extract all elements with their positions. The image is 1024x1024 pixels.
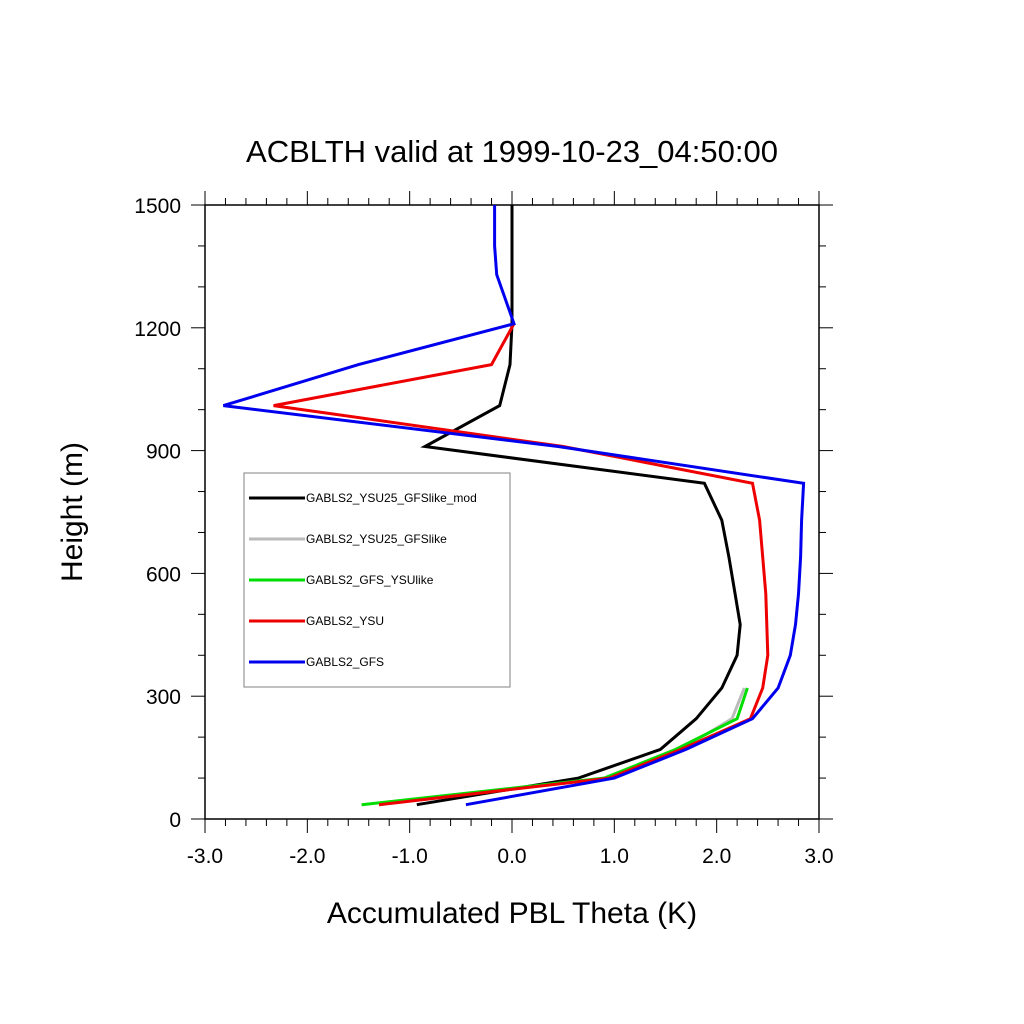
x-tick-label: -3.0 [187, 845, 223, 868]
chart-title: ACBLTH valid at 1999-10-23_04:50:00 [246, 134, 778, 169]
legend-label: GABLS2_YSU [306, 614, 384, 628]
legend-label: GABLS2_YSU25_GFSlike [306, 532, 447, 546]
legend-label: GABLS2_GFS [306, 655, 384, 669]
axis-ticks [191, 191, 833, 833]
series-line-gabls2-gfs [222, 205, 806, 807]
legend: GABLS2_YSU25_GFSlike_mod GABLS2_YSU25_GFS… [243, 472, 511, 688]
y-tick-label: 600 [146, 563, 181, 586]
x-tick-label: 0.0 [497, 845, 526, 868]
x-axis-label: Accumulated PBL Theta (K) [327, 897, 697, 930]
y-axis-label: Height (m) [56, 442, 89, 582]
x-tick-label: 1.0 [600, 845, 629, 868]
y-tick-label: 1200 [134, 318, 181, 341]
y-tick-label: 0 [169, 809, 181, 832]
y-tick-label: 1500 [134, 195, 181, 218]
legend-label: GABLS2_YSU25_GFSlike_mod [306, 491, 477, 505]
series-line-gabls2-ysu [273, 322, 770, 807]
y-tick-label: 900 [146, 441, 181, 464]
series-lines [222, 205, 806, 807]
tick-labels: -3.0 -2.0 -1.0 0.0 1.0 2.0 3.0 0 300 600 900 1200 15… [134, 195, 833, 868]
x-tick-label: -2.0 [289, 845, 325, 868]
x-tick-label: 2.0 [702, 845, 731, 868]
y-tick-label: 300 [146, 686, 181, 709]
x-tick-label: 3.0 [804, 845, 833, 868]
legend-label: GABLS2_GFS_YSUlike [306, 573, 434, 587]
series-line-gabls2-ysu25-gfslike-mod [416, 205, 742, 807]
x-tick-label: -1.0 [392, 845, 428, 868]
